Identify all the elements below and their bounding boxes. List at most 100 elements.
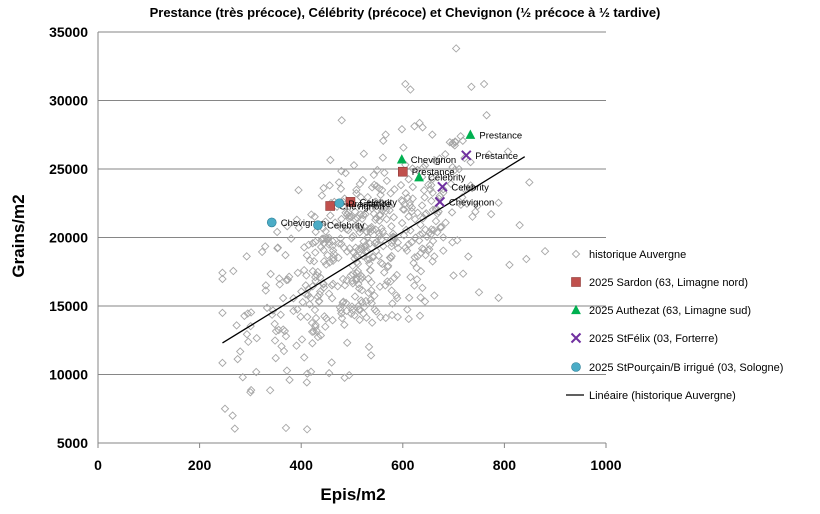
y-tick-label: 15000 (49, 298, 88, 314)
historique-point (379, 268, 389, 277)
historique-point (402, 246, 412, 255)
point-celebrity (414, 171, 424, 182)
historique-point (383, 277, 392, 286)
historique-point (359, 149, 369, 158)
historique-point (350, 310, 359, 320)
historique-point (363, 255, 372, 265)
historique-point (387, 286, 396, 295)
historique-point (342, 224, 351, 234)
legend-label: Linéaire (historique Auvergne) (589, 390, 736, 402)
historique-point (282, 221, 292, 231)
historique-point (358, 175, 368, 185)
historique-point (420, 193, 429, 202)
historique-point (286, 234, 296, 243)
point-label-celebrity: Celebrity (359, 197, 397, 208)
historique-point (413, 208, 422, 217)
historique-point (357, 214, 367, 224)
historique-point (310, 212, 319, 221)
historique-point (240, 311, 249, 321)
historique-point (364, 288, 373, 298)
historique-point (344, 370, 354, 380)
historique-point (356, 274, 366, 284)
historique-point (405, 198, 414, 207)
historique-point (300, 243, 309, 252)
historique-point (230, 424, 240, 433)
historique-point (430, 291, 439, 300)
historique-point (428, 188, 437, 198)
historique-point (454, 164, 464, 174)
historique-point (414, 236, 424, 245)
historique-point (342, 210, 352, 220)
historique-point (347, 302, 357, 311)
historique-point (252, 333, 261, 343)
historique-point (277, 342, 286, 351)
legend-label: 2025 StPourçain/B irrigué (03, Sologne) (589, 362, 783, 374)
historique-point (370, 198, 379, 207)
historique-point (392, 291, 401, 300)
historique-point (389, 213, 399, 222)
historique-point (278, 293, 288, 303)
historique-point (347, 305, 357, 315)
historique-point (353, 301, 363, 311)
historique-point (401, 243, 410, 252)
historique-point (251, 367, 261, 377)
historique-point (301, 281, 311, 290)
historique-point (303, 369, 312, 378)
historique-point (369, 209, 379, 218)
historique-point (441, 218, 450, 227)
historique-point (357, 285, 367, 295)
historique-point (540, 246, 550, 256)
historique-point (398, 197, 407, 206)
grid-layer (98, 31, 606, 375)
historique-point (399, 231, 409, 240)
historique-point (342, 247, 352, 256)
point-label-chevignon: Chevignon (281, 218, 326, 229)
historique-point (386, 253, 395, 263)
historique-point (364, 274, 373, 283)
historique-point (416, 248, 426, 258)
historique-point (453, 236, 462, 245)
historique-point (341, 298, 351, 308)
point-label-prestance: Prestance (475, 151, 518, 162)
trendline-layer (222, 156, 526, 344)
historique-point (376, 190, 385, 200)
historique-point (362, 313, 371, 322)
historique-point (361, 210, 370, 219)
point-chevignon (434, 196, 446, 208)
historique-point (437, 222, 446, 232)
historique-point (467, 82, 476, 92)
historique-point (365, 265, 375, 275)
historique-point (218, 268, 227, 278)
historique-point (362, 227, 372, 237)
historique-point (359, 210, 368, 220)
series-points: PrestanceCelebrityChevignonPrestanceChev… (266, 129, 522, 232)
historique-point (233, 354, 242, 364)
historique-point (439, 233, 448, 242)
historique-point (356, 193, 366, 202)
historique-point (344, 211, 354, 221)
historique-point (229, 266, 238, 276)
historique-point (363, 192, 372, 202)
historique-point (266, 269, 275, 279)
historique-point (334, 253, 343, 263)
historique-point (257, 247, 267, 257)
historique-point (356, 244, 366, 254)
historique-point (375, 216, 384, 225)
historique-point (416, 267, 426, 276)
historique-point (218, 308, 227, 318)
point-label-prestance: Prestance (412, 167, 455, 178)
historique-point (235, 347, 245, 356)
historique-point (377, 185, 387, 195)
historique-point (228, 411, 237, 420)
historique-point (382, 232, 391, 242)
historique-point (399, 205, 409, 214)
historique-point (359, 309, 368, 318)
historique-point (446, 179, 456, 189)
historique-point (388, 299, 397, 308)
historique-point (311, 237, 320, 247)
historique-point (387, 242, 396, 251)
historique-point (379, 136, 388, 146)
historique-point (356, 296, 366, 305)
historique-point (242, 252, 251, 261)
historique-point (420, 297, 430, 306)
